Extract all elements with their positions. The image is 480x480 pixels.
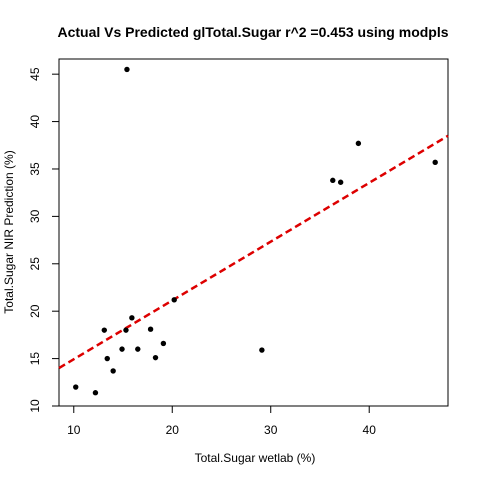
fit-layer bbox=[58, 134, 449, 370]
data-point bbox=[355, 140, 362, 147]
data-point bbox=[259, 347, 265, 353]
data-point bbox=[92, 390, 99, 396]
y-tick-label: 40 bbox=[28, 115, 42, 129]
data-point bbox=[171, 297, 177, 303]
data-point bbox=[104, 355, 110, 362]
data-point bbox=[337, 179, 344, 185]
data-point bbox=[124, 66, 130, 73]
data-point bbox=[432, 159, 438, 166]
data-point bbox=[73, 384, 79, 390]
x-tick-label: 20 bbox=[166, 423, 180, 437]
y-tick-label: 30 bbox=[28, 209, 42, 223]
x-axis: 10 20 30 40 bbox=[67, 406, 376, 437]
data-point bbox=[160, 340, 167, 347]
points-layer bbox=[73, 66, 438, 396]
data-point bbox=[330, 177, 336, 184]
data-point bbox=[110, 368, 116, 374]
data-point bbox=[123, 327, 129, 333]
y-axis: 10 15 20 25 30 35 40 45 bbox=[28, 67, 59, 413]
y-tick-label: 10 bbox=[28, 399, 42, 413]
chart-title: Actual Vs Predicted glTotal.Sugar r^2 =0… bbox=[57, 24, 448, 40]
plot-frame bbox=[58, 58, 449, 407]
y-axis-label: Total.Sugar NIR Prediction (%) bbox=[2, 150, 16, 313]
x-axis-label: Total.Sugar wetlab (%) bbox=[195, 451, 316, 465]
x-tick-label: 30 bbox=[264, 423, 278, 437]
data-point bbox=[119, 346, 125, 352]
data-point bbox=[147, 326, 154, 332]
y-tick-label: 15 bbox=[28, 352, 42, 366]
data-point bbox=[152, 354, 159, 361]
y-tick-label: 25 bbox=[28, 257, 42, 271]
x-tick-label: 40 bbox=[363, 423, 377, 437]
y-tick-label: 35 bbox=[28, 162, 42, 176]
y-tick-label: 20 bbox=[28, 304, 42, 318]
data-point bbox=[101, 327, 108, 333]
y-tick-label: 45 bbox=[28, 67, 42, 81]
data-point bbox=[129, 315, 135, 321]
data-point bbox=[135, 346, 141, 352]
regression-line bbox=[58, 134, 449, 370]
x-tick-label: 10 bbox=[67, 423, 81, 437]
